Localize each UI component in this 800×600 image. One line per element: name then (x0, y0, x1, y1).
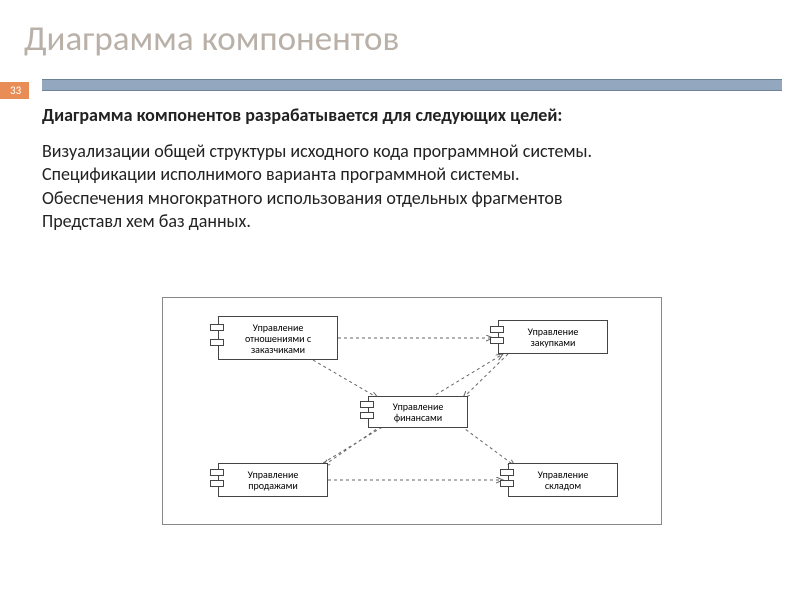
diagram-edge (323, 426, 381, 466)
component-tab (360, 401, 374, 408)
component-tab (210, 480, 224, 487)
component-tab (360, 412, 374, 419)
diagram-edge (461, 426, 515, 466)
component-c4: Управление продажами (218, 463, 328, 497)
diagram-edge (313, 360, 378, 398)
component-tab (210, 339, 224, 346)
component-c1: Управление отношениями с заказчиками (218, 316, 338, 360)
bullet-3: Обеспечения многократного использования … (42, 188, 770, 210)
component-tab (490, 337, 504, 344)
body-text: Диаграмма компонентов разрабатывается дл… (42, 105, 770, 235)
component-diagram: Управление отношениями с заказчиками Упра… (162, 297, 662, 525)
component-tab (490, 326, 504, 333)
component-c3: Управление финансами (368, 396, 468, 428)
bullet-2: Спецификации исполнимого варианта програ… (42, 164, 770, 186)
component-tab (500, 480, 514, 487)
page-number-badge: 33 (0, 82, 29, 99)
component-c5: Управление складом (508, 463, 618, 497)
diagram-edge (463, 354, 508, 398)
title-divider-bar (42, 79, 782, 91)
page-title: Диаграмма компонентов (0, 0, 800, 72)
component-tab (210, 324, 224, 331)
intro-text: Диаграмма компонентов разрабатывается дл… (42, 105, 770, 127)
component-tab (210, 469, 224, 476)
bullet-4: Представл хем баз данных. (42, 211, 770, 233)
component-tab (500, 469, 514, 476)
bullet-1: Визуализации общей структуры исходного к… (42, 141, 770, 163)
component-c2: Управление закупками (498, 320, 608, 354)
